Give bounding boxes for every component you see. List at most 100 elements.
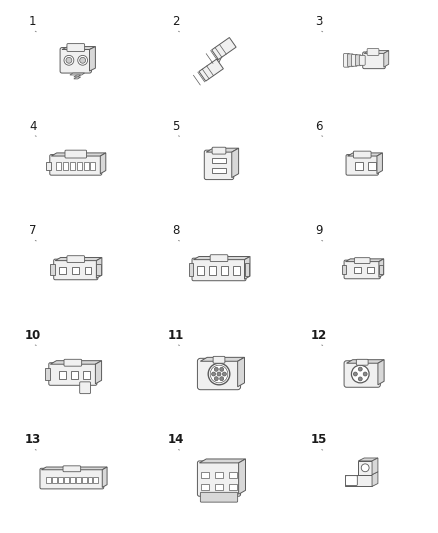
Circle shape: [80, 58, 85, 63]
Circle shape: [351, 365, 369, 383]
FancyBboxPatch shape: [346, 475, 357, 486]
Polygon shape: [70, 73, 85, 75]
Polygon shape: [46, 162, 51, 170]
FancyBboxPatch shape: [54, 259, 98, 280]
Polygon shape: [212, 37, 236, 60]
Bar: [201, 472, 209, 478]
Bar: [368, 162, 376, 170]
Bar: [367, 266, 374, 273]
Polygon shape: [189, 263, 194, 276]
Circle shape: [64, 55, 74, 65]
FancyBboxPatch shape: [67, 44, 85, 52]
Polygon shape: [62, 46, 95, 50]
Bar: [91, 162, 95, 170]
FancyBboxPatch shape: [355, 55, 361, 66]
Polygon shape: [199, 459, 245, 463]
FancyBboxPatch shape: [367, 49, 379, 55]
Circle shape: [217, 372, 221, 376]
Polygon shape: [238, 357, 244, 387]
FancyBboxPatch shape: [353, 151, 371, 158]
Bar: [233, 265, 240, 276]
Text: 8: 8: [172, 224, 180, 237]
Polygon shape: [200, 357, 244, 361]
Polygon shape: [244, 263, 249, 276]
Circle shape: [353, 372, 357, 376]
Text: 5: 5: [172, 119, 180, 133]
FancyBboxPatch shape: [359, 55, 365, 65]
FancyBboxPatch shape: [65, 150, 87, 158]
Bar: [52, 477, 57, 483]
Polygon shape: [232, 148, 239, 177]
Bar: [83, 371, 89, 379]
Text: 11: 11: [168, 329, 184, 342]
FancyBboxPatch shape: [343, 53, 350, 67]
Bar: [88, 477, 92, 483]
Bar: [46, 477, 51, 483]
Bar: [81, 477, 87, 483]
Bar: [198, 265, 204, 276]
Circle shape: [210, 365, 228, 383]
Polygon shape: [51, 153, 106, 156]
Bar: [84, 162, 88, 170]
Text: 7: 7: [29, 224, 36, 237]
Polygon shape: [384, 51, 389, 67]
Polygon shape: [347, 153, 382, 156]
Polygon shape: [96, 263, 101, 276]
Polygon shape: [50, 263, 55, 276]
Text: 10: 10: [25, 329, 41, 342]
Polygon shape: [55, 257, 102, 261]
Polygon shape: [379, 264, 383, 274]
FancyBboxPatch shape: [198, 358, 240, 390]
FancyBboxPatch shape: [354, 257, 370, 263]
Circle shape: [363, 372, 367, 376]
Text: 6: 6: [315, 119, 323, 133]
FancyBboxPatch shape: [344, 361, 380, 387]
Text: 2: 2: [172, 15, 180, 28]
Text: 1: 1: [29, 15, 36, 28]
Polygon shape: [345, 475, 372, 487]
Circle shape: [358, 367, 362, 371]
Polygon shape: [74, 75, 81, 77]
Polygon shape: [346, 360, 384, 363]
Polygon shape: [50, 361, 102, 364]
Text: 13: 13: [25, 433, 41, 446]
Polygon shape: [342, 264, 346, 274]
Text: 14: 14: [168, 433, 184, 446]
FancyBboxPatch shape: [357, 359, 368, 365]
Bar: [212, 168, 226, 173]
FancyBboxPatch shape: [64, 359, 81, 366]
Polygon shape: [244, 256, 250, 279]
Circle shape: [208, 363, 230, 385]
Polygon shape: [358, 458, 378, 461]
Polygon shape: [42, 467, 107, 470]
Bar: [212, 158, 226, 163]
FancyBboxPatch shape: [200, 492, 238, 502]
FancyBboxPatch shape: [213, 357, 225, 363]
FancyBboxPatch shape: [347, 54, 353, 67]
FancyBboxPatch shape: [346, 155, 378, 175]
Bar: [354, 266, 361, 273]
FancyBboxPatch shape: [344, 260, 380, 279]
Circle shape: [212, 372, 215, 376]
Bar: [72, 266, 79, 274]
Bar: [64, 477, 69, 483]
FancyBboxPatch shape: [67, 256, 85, 263]
Polygon shape: [215, 52, 224, 64]
Polygon shape: [46, 368, 50, 380]
Circle shape: [78, 55, 88, 65]
Bar: [229, 472, 237, 478]
Bar: [215, 484, 223, 490]
Polygon shape: [372, 472, 378, 487]
Polygon shape: [346, 259, 384, 262]
FancyBboxPatch shape: [198, 461, 240, 496]
Bar: [58, 477, 63, 483]
Bar: [209, 265, 216, 276]
Polygon shape: [364, 51, 389, 53]
Circle shape: [220, 377, 224, 381]
Polygon shape: [96, 257, 102, 278]
Circle shape: [66, 58, 72, 63]
Polygon shape: [377, 153, 382, 174]
FancyBboxPatch shape: [192, 258, 246, 281]
Bar: [77, 162, 81, 170]
Circle shape: [361, 464, 369, 472]
